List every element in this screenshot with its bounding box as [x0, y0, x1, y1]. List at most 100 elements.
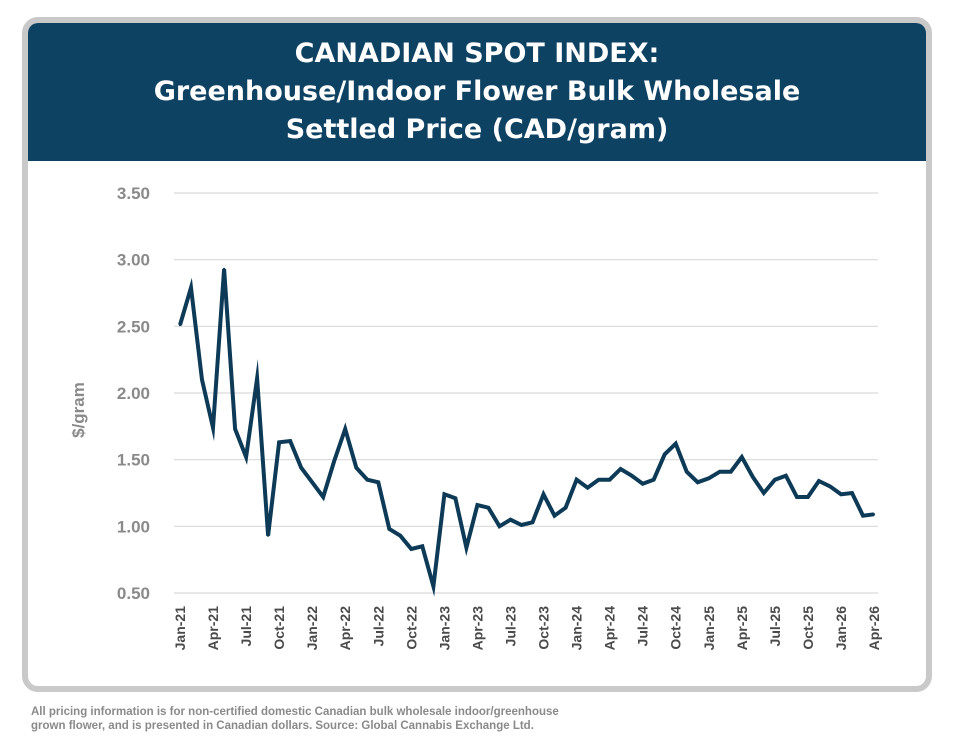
data-point: [200, 378, 204, 381]
data-point: [674, 442, 677, 445]
data-point: [322, 495, 325, 499]
data-point: [509, 518, 512, 521]
data-point: [377, 481, 380, 484]
data-point: [399, 534, 402, 537]
y-tick-label: 1.50: [117, 451, 150, 470]
x-tick-label: Jul-21: [238, 606, 254, 647]
data-point: [718, 470, 721, 473]
footnote-line-1: All pricing information is for non-certi…: [31, 706, 559, 718]
data-point: [663, 453, 666, 456]
series-layer: [178, 267, 876, 597]
data-point: [520, 523, 523, 527]
title-line-2: Greenhouse/Indoor Flower Bulk Wholesale: [153, 76, 801, 107]
y-tick-label: 3.00: [117, 251, 150, 270]
data-point: [178, 323, 182, 327]
price-line-chart: 0.50 1.00 1.50 2.00 2.50 3.00 3.50 Jan-21 Apr-2…: [69, 184, 882, 651]
x-tick-label: Jul-22: [370, 606, 386, 647]
title-line-3: Settled Price (CAD/gram): [285, 114, 669, 145]
data-point: [619, 467, 622, 471]
data-point: [608, 478, 611, 481]
x-tick-label: Jan-25: [701, 606, 717, 651]
data-point: [277, 441, 281, 444]
data-point: [641, 482, 644, 485]
data-point: [498, 525, 501, 528]
footnote: All pricing information is for non-certi…: [31, 705, 731, 733]
y-tick-label: 2.00: [117, 384, 150, 403]
x-tick-label: Apr-23: [469, 606, 485, 651]
data-point: [388, 527, 391, 531]
data-point: [564, 506, 567, 509]
data-point: [762, 491, 766, 495]
x-tick-label: Jul-23: [502, 606, 518, 647]
data-point: [630, 474, 633, 477]
data-point: [696, 481, 699, 484]
x-tick-label: Oct-23: [536, 606, 552, 650]
data-point: [233, 427, 237, 431]
data-point: [344, 427, 347, 431]
data-point: [454, 497, 457, 500]
x-tick-label: Jan-21: [172, 606, 188, 651]
data-point: [828, 485, 832, 488]
y-tick-label: 1.00: [117, 517, 150, 536]
data-point: [773, 478, 777, 481]
x-tick-label: Apr-21: [205, 606, 221, 651]
data-point: [288, 439, 292, 443]
data-point: [839, 493, 843, 496]
data-point: [850, 491, 854, 495]
x-tick-label: Apr-22: [337, 606, 353, 651]
data-point: [597, 478, 600, 481]
footnote-line-2: grown flower, and is presented in Canadi…: [31, 720, 534, 732]
data-point: [586, 486, 589, 489]
data-point: [817, 479, 821, 483]
data-point: [189, 286, 193, 289]
y-tick-label: 0.50: [117, 584, 150, 603]
data-point: [421, 545, 424, 548]
x-tick-label: Oct-22: [403, 606, 419, 650]
chart-title-banner: CANADIAN SPOT INDEX: Greenhouse/Indoor F…: [28, 23, 926, 161]
x-tick-label: Jan-22: [304, 606, 320, 651]
x-tick-label: Apr-25: [734, 606, 750, 651]
data-point: [410, 547, 413, 551]
data-point: [211, 426, 215, 429]
x-tick-label: Apr-24: [602, 606, 618, 651]
data-point: [443, 493, 446, 496]
x-tick-label: Jan-26: [833, 606, 849, 651]
data-point: [333, 459, 336, 463]
data-point: [487, 506, 490, 509]
data-point: [740, 455, 744, 459]
data-point: [872, 513, 876, 516]
x-tick-label: Jan-23: [436, 606, 452, 651]
data-point: [707, 477, 710, 480]
x-tick-label: Apr-26: [866, 606, 882, 651]
data-point: [531, 521, 534, 524]
chart-card: CANADIAN SPOT INDEX: Greenhouse/Indoor F…: [22, 17, 932, 692]
data-point: [222, 267, 226, 271]
x-tick-label: Oct-24: [668, 606, 684, 650]
data-point: [266, 534, 270, 537]
x-tick-label: Oct-25: [800, 606, 816, 650]
series-line: [178, 268, 875, 597]
data-point: [299, 466, 303, 469]
y-axis-ticks: 0.50 1.00 1.50 2.00 2.50 3.00 3.50: [117, 184, 150, 603]
data-point: [685, 470, 688, 473]
title-line-1: CANADIAN SPOT INDEX:: [294, 38, 660, 69]
data-point: [795, 495, 799, 499]
data-point: [366, 478, 369, 481]
data-point: [542, 493, 545, 496]
data-point: [310, 481, 314, 484]
data-point: [729, 470, 732, 473]
gridlines: [174, 192, 878, 594]
data-point: [751, 475, 755, 479]
data-point: [861, 514, 865, 517]
y-tick-label: 2.50: [117, 317, 150, 336]
data-point: [432, 585, 435, 588]
x-tick-label: Oct-21: [271, 606, 287, 650]
data-point: [465, 546, 468, 549]
y-tick-label: 3.50: [117, 184, 150, 203]
x-tick-label: Jul-24: [635, 606, 651, 647]
data-point: [806, 495, 810, 499]
data-point: [784, 474, 788, 477]
data-point: [476, 503, 479, 507]
data-point: [244, 455, 248, 459]
data-point: [553, 514, 556, 517]
